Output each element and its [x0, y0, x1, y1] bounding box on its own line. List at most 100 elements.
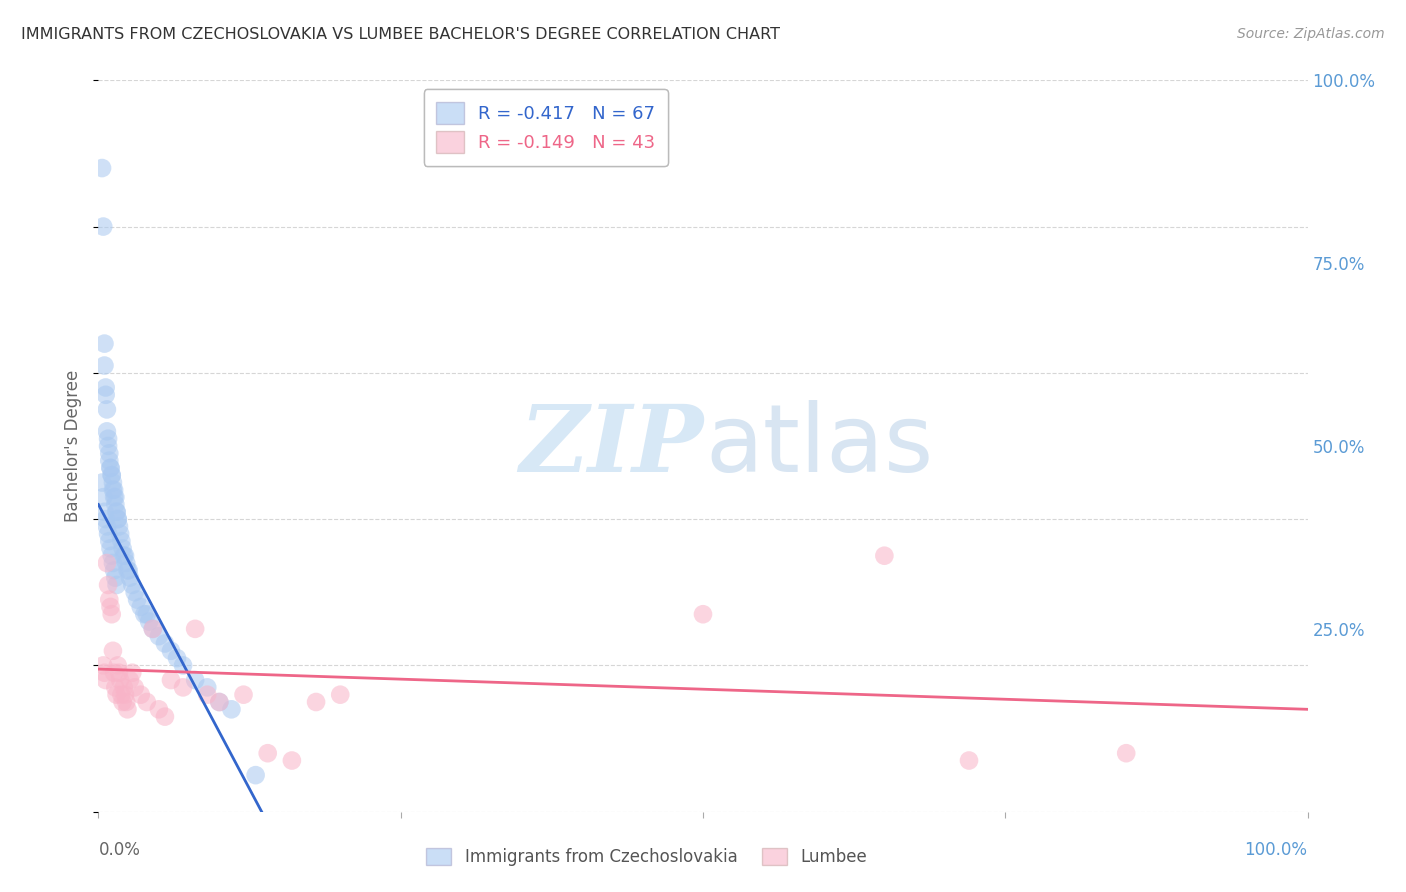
Point	[129, 688, 152, 702]
Point	[118, 673, 141, 687]
Y-axis label: Bachelor's Degree: Bachelor's Degree	[65, 370, 83, 522]
Point	[121, 578, 143, 592]
Point	[124, 585, 146, 599]
Point	[134, 607, 156, 622]
Point	[108, 519, 131, 533]
Point	[94, 673, 117, 687]
Point	[111, 695, 134, 709]
Point	[98, 446, 121, 460]
Point	[105, 688, 128, 702]
Point	[91, 161, 114, 175]
Point	[692, 607, 714, 622]
Point	[93, 665, 115, 680]
Point	[112, 549, 135, 563]
Point	[121, 665, 143, 680]
Point	[101, 483, 124, 497]
Point	[281, 754, 304, 768]
Legend: R = -0.417   N = 67, R = -0.149   N = 43: R = -0.417 N = 67, R = -0.149 N = 43	[423, 89, 668, 166]
Text: atlas: atlas	[706, 400, 934, 492]
Point	[104, 498, 127, 512]
Point	[104, 571, 127, 585]
Point	[160, 644, 183, 658]
Point	[153, 709, 176, 723]
Point	[172, 681, 194, 695]
Point	[103, 490, 125, 504]
Point	[208, 695, 231, 709]
Text: Source: ZipAtlas.com: Source: ZipAtlas.com	[1237, 27, 1385, 41]
Point	[135, 695, 157, 709]
Point	[115, 695, 138, 709]
Point	[184, 622, 207, 636]
Point	[108, 673, 131, 687]
Point	[305, 695, 328, 709]
Point	[195, 688, 218, 702]
Text: 100.0%: 100.0%	[1244, 841, 1308, 859]
Point	[96, 519, 118, 533]
Point	[329, 688, 352, 702]
Point	[232, 688, 254, 702]
Point	[98, 534, 121, 549]
Point	[105, 505, 128, 519]
Point	[97, 526, 120, 541]
Point	[115, 556, 138, 570]
Point	[127, 592, 149, 607]
Point	[114, 549, 136, 563]
Point	[97, 439, 120, 453]
Point	[105, 578, 128, 592]
Point	[104, 490, 127, 504]
Text: ZIP: ZIP	[519, 401, 703, 491]
Text: 0.0%: 0.0%	[98, 841, 141, 859]
Point	[96, 556, 118, 570]
Point	[101, 475, 124, 490]
Point	[873, 549, 896, 563]
Point	[100, 461, 122, 475]
Point	[160, 673, 183, 687]
Point	[98, 592, 121, 607]
Point	[103, 563, 125, 577]
Point	[94, 512, 117, 526]
Point	[111, 541, 134, 556]
Point	[107, 512, 129, 526]
Point	[100, 607, 122, 622]
Legend: Immigrants from Czechoslovakia, Lumbee: Immigrants from Czechoslovakia, Lumbee	[418, 840, 876, 875]
Point	[957, 754, 980, 768]
Point	[117, 702, 139, 716]
Point	[93, 336, 115, 351]
Point	[256, 746, 278, 760]
Point	[142, 622, 165, 636]
Point	[91, 658, 114, 673]
Point	[101, 644, 124, 658]
Point	[112, 681, 135, 695]
Point	[245, 768, 267, 782]
Point	[118, 571, 141, 585]
Point	[100, 468, 122, 483]
Point	[118, 563, 141, 577]
Point	[114, 688, 136, 702]
Point	[100, 549, 122, 563]
Point	[97, 578, 120, 592]
Point	[172, 658, 194, 673]
Point	[110, 534, 132, 549]
Point	[142, 622, 165, 636]
Point	[148, 702, 170, 716]
Point	[96, 402, 118, 417]
Point	[100, 599, 122, 614]
Point	[110, 688, 132, 702]
Point	[208, 695, 231, 709]
Point	[94, 388, 117, 402]
Point	[135, 607, 157, 622]
Point	[103, 665, 125, 680]
Point	[91, 475, 114, 490]
Point	[93, 359, 115, 373]
Point	[105, 505, 128, 519]
Point	[91, 490, 114, 504]
Point	[93, 505, 115, 519]
Point	[107, 512, 129, 526]
Point	[96, 425, 118, 439]
Point	[221, 702, 243, 716]
Point	[184, 673, 207, 687]
Point	[166, 651, 188, 665]
Point	[108, 665, 131, 680]
Point	[101, 556, 124, 570]
Point	[138, 615, 160, 629]
